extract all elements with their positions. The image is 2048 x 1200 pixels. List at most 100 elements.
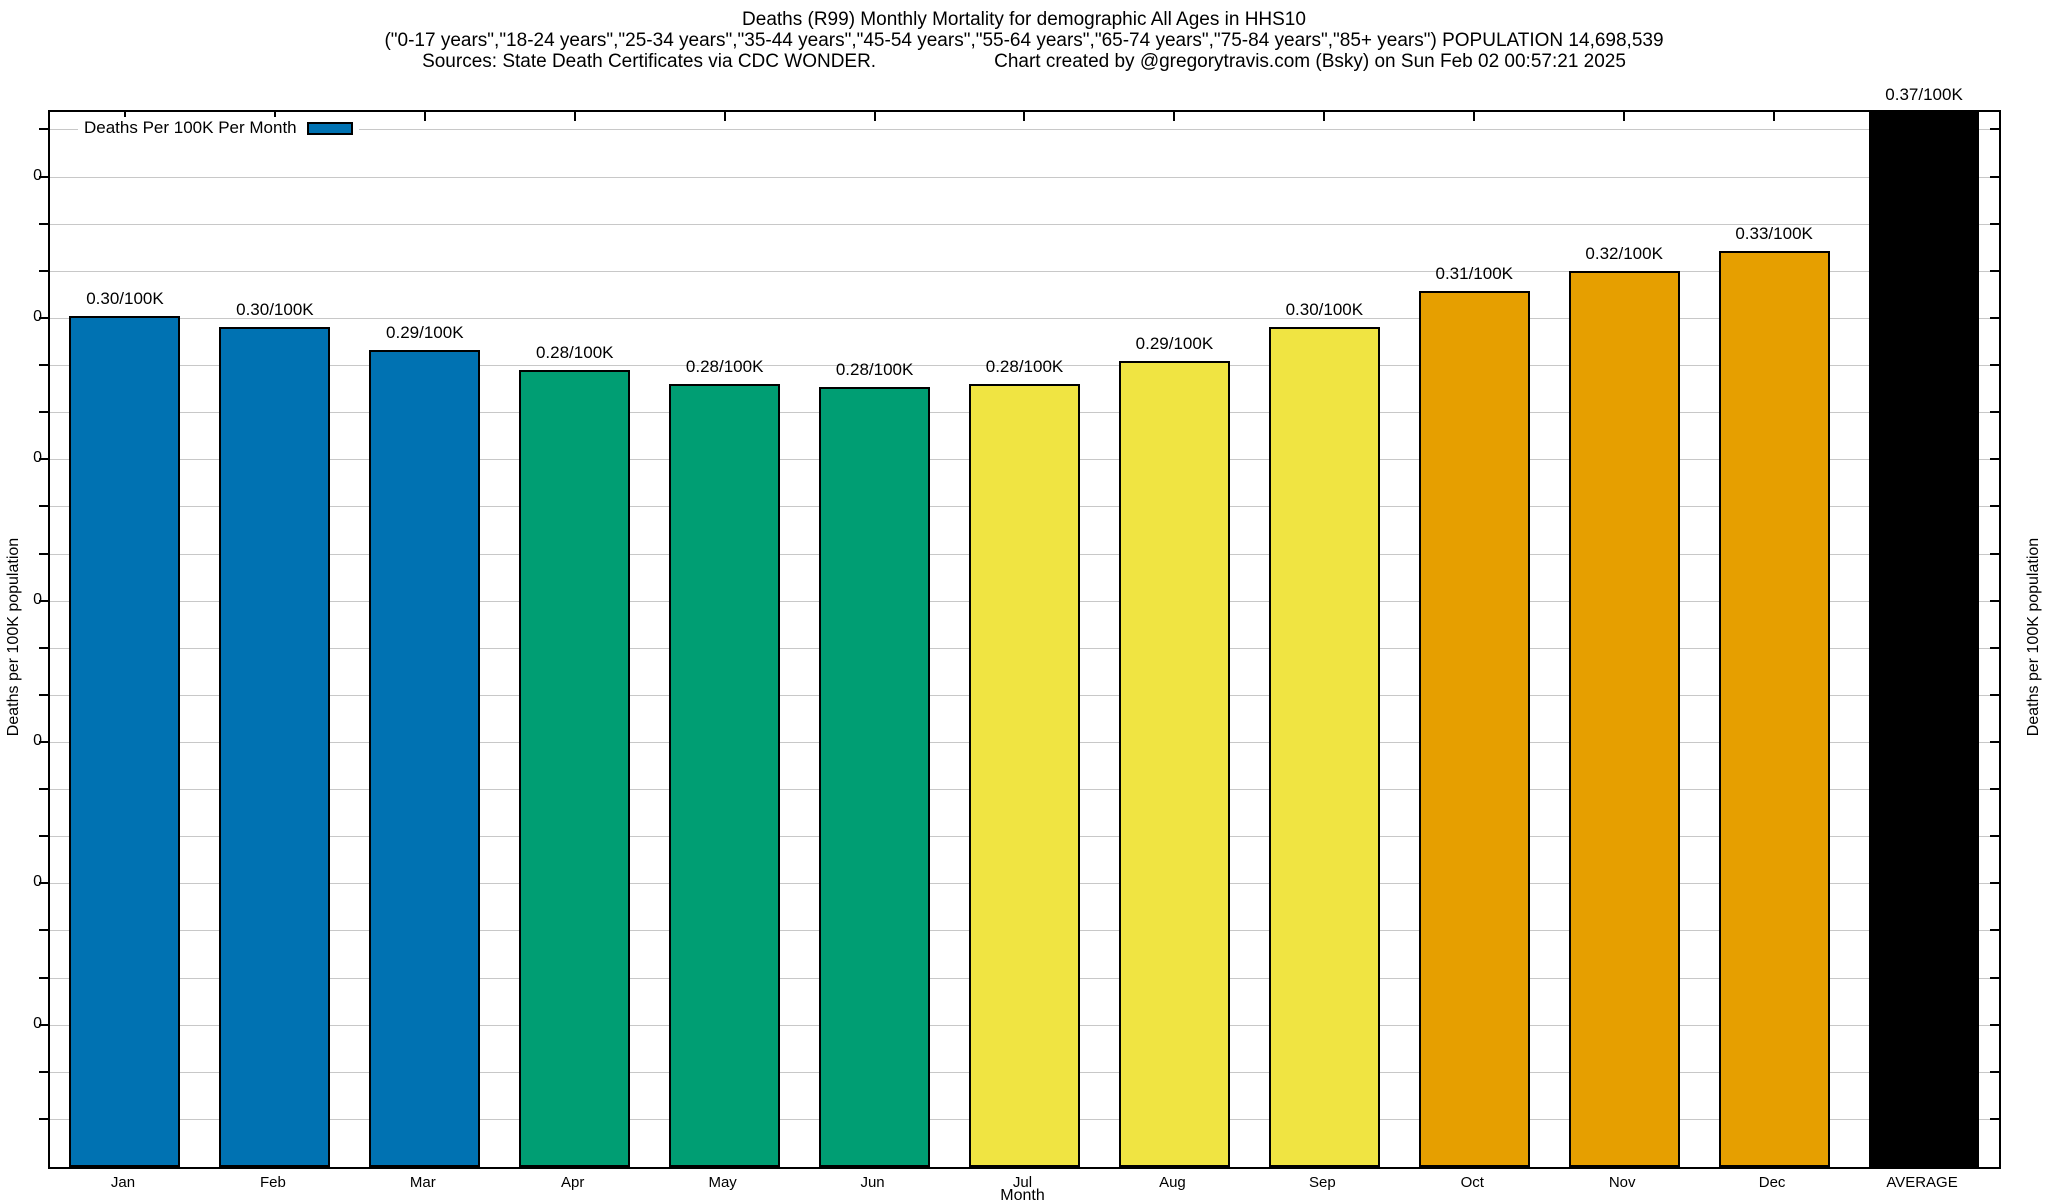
y-tick bbox=[1990, 882, 1999, 885]
legend: Deaths Per 100K Per Month bbox=[78, 117, 359, 139]
x-tick-label-apr: Apr bbox=[561, 1174, 585, 1191]
bar-value-label: 0.28/100K bbox=[535, 342, 614, 362]
y-tick bbox=[1990, 599, 1999, 602]
y-tick bbox=[1990, 505, 1999, 508]
y-tick bbox=[1990, 552, 1999, 555]
bar-nov bbox=[1568, 270, 1680, 1167]
bar-slot: 0.28/100K bbox=[800, 112, 950, 1167]
bar-slot: 0.30/100K bbox=[200, 112, 350, 1167]
bar-slot: 0.29/100K bbox=[350, 112, 500, 1167]
bar-value-label: 0.30/100K bbox=[236, 300, 314, 320]
chart-source-line: Sources: State Death Certificates via CD… bbox=[0, 51, 2048, 72]
bar-value-label: 0.32/100K bbox=[1585, 243, 1663, 263]
x-tick-label-may: May bbox=[708, 1174, 737, 1191]
x-tick bbox=[1023, 112, 1026, 121]
bar-slot: 0.32/100K bbox=[1549, 112, 1699, 1167]
bar-value-label: 0.30/100K bbox=[86, 289, 164, 309]
bar-oct bbox=[1418, 290, 1530, 1167]
bar-may bbox=[669, 383, 781, 1167]
bar-aug bbox=[1118, 361, 1230, 1167]
x-tick-label-aug: Aug bbox=[1159, 1174, 1186, 1191]
x-tick-label-dec: Dec bbox=[1758, 1174, 1786, 1191]
bar-apr bbox=[519, 369, 631, 1167]
x-tick bbox=[123, 112, 126, 121]
bar-value-label: 0.28/100K bbox=[985, 356, 1064, 376]
y-tick bbox=[39, 1117, 48, 1120]
x-tick bbox=[1923, 112, 1926, 121]
y-tick bbox=[39, 128, 48, 131]
x-tick bbox=[273, 112, 276, 121]
x-tick-label-oct: Oct bbox=[1460, 1174, 1484, 1191]
x-tick bbox=[723, 112, 726, 121]
y-tick bbox=[1990, 316, 1999, 319]
y-tick bbox=[1990, 175, 1999, 178]
y-tick bbox=[1990, 976, 1999, 979]
y-tick bbox=[39, 693, 48, 696]
bar-value-label: 0.30/100K bbox=[1285, 300, 1364, 320]
y-tick bbox=[39, 411, 48, 414]
bar-value-label: 0.37/100K bbox=[1885, 85, 1963, 104]
y-tick bbox=[39, 929, 48, 932]
y-tick bbox=[39, 505, 48, 508]
gridline bbox=[50, 317, 1999, 319]
bar-jul bbox=[969, 383, 1080, 1167]
y-tick bbox=[39, 269, 48, 272]
bar-value-label: 0.31/100K bbox=[1435, 263, 1514, 283]
bar-value-label: 0.29/100K bbox=[386, 323, 464, 343]
bar-slot: 0.28/100K bbox=[500, 112, 650, 1167]
chart-credit: Chart created by @gregorytravis.com (Bsk… bbox=[994, 51, 1626, 72]
y-tick bbox=[39, 646, 48, 649]
x-tick bbox=[873, 112, 876, 121]
bar-slot: 0.28/100K bbox=[950, 112, 1100, 1167]
bar-average bbox=[1868, 112, 1980, 1167]
y-tick bbox=[1990, 222, 1999, 225]
x-tick-label-mar: Mar bbox=[409, 1174, 436, 1191]
y-axis-label-left: Deaths per 100K population bbox=[5, 537, 22, 737]
gridline bbox=[50, 176, 1999, 178]
y-tick bbox=[1990, 1070, 1999, 1073]
bar-slot: 0.30/100K bbox=[50, 112, 200, 1167]
y-tick-label: 0 bbox=[33, 1014, 42, 1032]
y-tick bbox=[39, 976, 48, 979]
bar-value-label: 0.28/100K bbox=[835, 359, 914, 379]
bar-slot: 0.28/100K bbox=[650, 112, 800, 1167]
bar-slot: 0.29/100K bbox=[1099, 112, 1249, 1167]
y-tick bbox=[1990, 646, 1999, 649]
x-tick-label-feb: Feb bbox=[259, 1174, 286, 1191]
legend-label: Deaths Per 100K Per Month bbox=[84, 118, 297, 137]
bar-sep bbox=[1268, 327, 1380, 1167]
x-tick-label-jul: Jul bbox=[1012, 1174, 1033, 1191]
x-tick-label-jun: Jun bbox=[860, 1174, 885, 1191]
bar-layer: 0.30/100K 0.30/100K 0.29/100K 0.28/100K 0.28… bbox=[50, 85, 1999, 1167]
y-tick bbox=[39, 1023, 48, 1026]
plot-area: 0.30/100K 0.30/100K 0.29/100K 0.28/100K 0.28… bbox=[39, 85, 2001, 1169]
y-tick bbox=[1990, 835, 1999, 838]
gridline bbox=[50, 365, 1999, 367]
y-tick bbox=[1990, 128, 1999, 131]
bar-jan bbox=[69, 316, 181, 1167]
y-tick bbox=[1990, 458, 1999, 461]
y-tick bbox=[1990, 693, 1999, 696]
y-tick bbox=[39, 740, 48, 743]
bar-mar bbox=[369, 350, 481, 1167]
x-tick bbox=[1323, 112, 1326, 121]
x-tick-label-average: AVERAGE bbox=[1886, 1174, 1958, 1191]
y-tick-label: 0 bbox=[33, 166, 42, 184]
x-tick bbox=[1623, 112, 1626, 121]
y-tick bbox=[39, 1070, 48, 1073]
y-tick bbox=[1990, 411, 1999, 414]
y-tick bbox=[39, 222, 48, 225]
y-tick bbox=[1990, 788, 1999, 791]
y-tick-label: 0 bbox=[33, 873, 42, 891]
y-tick bbox=[1990, 1117, 1999, 1120]
chart-header: Deaths (R99) Monthly Mortality for demog… bbox=[0, 9, 2048, 72]
bar-value-label: 0.29/100K bbox=[1135, 334, 1214, 354]
bar-slot: 0.31/100K bbox=[1399, 112, 1549, 1167]
y-tick bbox=[1990, 740, 1999, 743]
chart-title: Deaths (R99) Monthly Mortality for demog… bbox=[742, 9, 1306, 30]
y-tick bbox=[39, 364, 48, 367]
y-tick-label: 0 bbox=[33, 307, 42, 325]
bar-slot: 0.33/100K bbox=[1699, 112, 1849, 1167]
y-tick-label: 0 bbox=[33, 590, 42, 608]
